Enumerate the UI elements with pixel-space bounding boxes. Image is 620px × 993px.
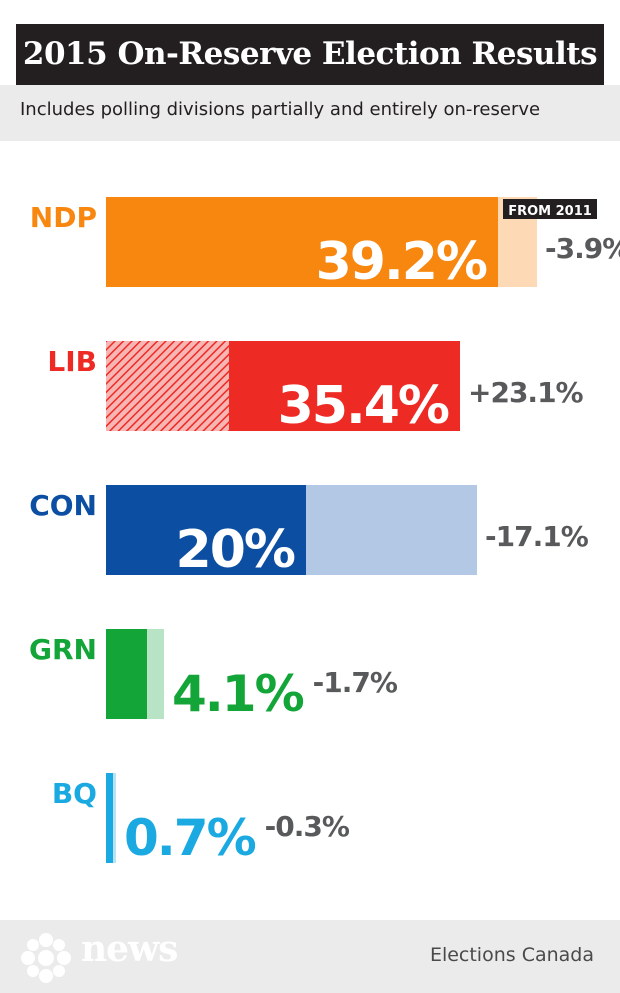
change-label-grn: -1.7% <box>313 666 398 699</box>
chart-subtitle: Includes polling divisions partially and… <box>20 99 541 120</box>
value-label-grn: 4.1% <box>172 665 304 723</box>
change-label-con: -17.1% <box>485 520 589 553</box>
value-label-bq: 0.7% <box>124 809 256 867</box>
party-label-lib: LIB <box>47 345 97 378</box>
footer <box>0 920 620 993</box>
logo-wordmark: news <box>81 928 178 970</box>
change-label-bq: -0.3% <box>265 810 350 843</box>
party-label-grn: GRN <box>29 633 97 666</box>
party-label-ndp: NDP <box>30 201 97 234</box>
cbc-gem-icon <box>21 933 71 983</box>
current-bar-bq <box>106 773 113 863</box>
current-bar-ndp <box>106 197 498 287</box>
chart-title: 2015 On-Reserve Election Results <box>16 24 604 85</box>
source-credit: Elections Canada <box>429 944 594 966</box>
change-label-ndp: -3.9% <box>545 232 620 265</box>
previous-bar-lib <box>106 341 229 431</box>
subtitle-band <box>0 85 620 141</box>
party-label-con: CON <box>29 489 97 522</box>
current-bar-con <box>106 485 306 575</box>
party-label-bq: BQ <box>52 777 97 810</box>
change-label-lib: +23.1% <box>468 376 584 409</box>
value-label-lib: 35.4% <box>278 376 449 436</box>
value-label-con: 20% <box>176 520 295 580</box>
change-header-box <box>503 199 597 219</box>
change-header-label: FROM 2011 <box>508 204 592 219</box>
current-bar-grn <box>106 629 147 719</box>
value-label-ndp: 39.2% <box>316 232 487 292</box>
bar-chart: NDP 39.2% -3.9% FROM 2011 LIB 35.4% +23.1% CON 2… <box>29 197 620 867</box>
